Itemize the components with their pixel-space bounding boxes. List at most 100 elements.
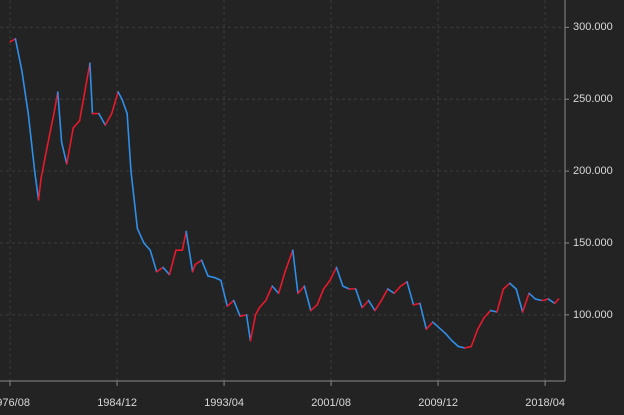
price-segment (515, 288, 524, 313)
price-segment (207, 275, 216, 279)
price-segment (354, 288, 363, 309)
price-segment (60, 141, 68, 165)
price-segment (98, 112, 107, 126)
price-segment (291, 249, 299, 295)
price-segment (489, 309, 498, 313)
price-segment (406, 280, 415, 306)
price-segment (155, 266, 164, 273)
price-segment (220, 279, 229, 308)
price-segment (329, 266, 338, 282)
price-segment (508, 282, 518, 290)
price-segment (104, 112, 113, 126)
price-segment (528, 292, 537, 300)
price-segment (303, 285, 312, 312)
price-segment (181, 230, 187, 251)
y-tick-label: 100.000 (573, 309, 613, 321)
price-segment (213, 276, 222, 282)
price-segment (14, 38, 23, 72)
price-segment (386, 288, 396, 295)
price-segment (239, 314, 248, 318)
x-tick-label: 2018/04 (525, 397, 565, 409)
price-segment (361, 299, 370, 309)
price-segment (419, 302, 428, 331)
price-segment (534, 298, 543, 302)
price-segment (464, 345, 473, 349)
price-segment (168, 249, 177, 276)
price-segment (393, 285, 402, 295)
price-segment (547, 298, 556, 305)
price-segment (53, 91, 59, 115)
price-segment (457, 345, 466, 349)
price-segment (284, 249, 294, 273)
price-segment (342, 285, 351, 290)
x-tick-label: 2009/12 (418, 397, 458, 409)
price-segment (149, 249, 158, 273)
price-segment (72, 119, 81, 129)
price-segment (335, 266, 344, 287)
price-segment (412, 302, 421, 306)
x-tick-label: 1976/08 (0, 397, 30, 409)
price-segment (191, 263, 196, 273)
price-segment (232, 299, 241, 318)
price-segment (56, 91, 63, 144)
price-segment (117, 91, 123, 101)
price-segment (226, 299, 235, 308)
price-segment (27, 112, 36, 172)
price-segment (9, 38, 17, 43)
price-segment (245, 314, 252, 342)
price-segment (33, 170, 40, 201)
x-tick-label: 2001/08 (311, 397, 351, 409)
price-segment (541, 298, 550, 302)
price-segment (110, 91, 119, 115)
price-segment (277, 270, 286, 295)
y-tick-label: 150.000 (573, 237, 613, 249)
price-segment (194, 259, 203, 266)
price-segment (130, 170, 139, 230)
price-segment (496, 288, 505, 313)
price-segment (521, 292, 530, 313)
price-segment (40, 144, 49, 180)
price-segment (21, 69, 30, 115)
price-segment (322, 279, 331, 290)
price-segment (143, 242, 152, 251)
price-segment (399, 280, 408, 287)
price-segment (121, 98, 128, 115)
price-segment (553, 298, 560, 305)
price-segment (451, 339, 460, 348)
price-segment (316, 288, 325, 306)
price-segment (444, 332, 453, 342)
price-segment (162, 266, 171, 276)
price-segment (476, 316, 485, 331)
price-segment (65, 127, 74, 165)
price-segment (431, 321, 440, 329)
y-axis-panel (565, 0, 624, 415)
price-segment (37, 177, 42, 201)
y-tick-label: 300.000 (573, 21, 613, 33)
price-segment (78, 62, 91, 122)
price-segment (438, 327, 447, 335)
price-segment (367, 299, 376, 312)
price-segment (46, 112, 55, 147)
price-segment (265, 285, 274, 302)
price-segment (254, 306, 261, 316)
price-segment (136, 227, 145, 244)
price-segment (502, 282, 511, 290)
y-tick-label: 250.000 (573, 93, 613, 105)
price-segment (185, 230, 194, 273)
x-tick-label: 1993/04 (204, 397, 244, 409)
price-segment (380, 288, 389, 302)
price-segment (483, 309, 492, 319)
price-segment (258, 299, 267, 309)
price-segment (309, 303, 318, 312)
price-segment (249, 314, 257, 342)
price-segment (126, 112, 132, 172)
x-tick-label: 1984/12 (97, 397, 137, 409)
price-segment (374, 299, 383, 312)
price-segment (200, 259, 209, 277)
price-segment (89, 62, 94, 115)
price-segment (297, 285, 306, 295)
price-segment (470, 328, 479, 348)
price-segment (425, 321, 434, 331)
y-tick-label: 200.000 (573, 165, 613, 177)
